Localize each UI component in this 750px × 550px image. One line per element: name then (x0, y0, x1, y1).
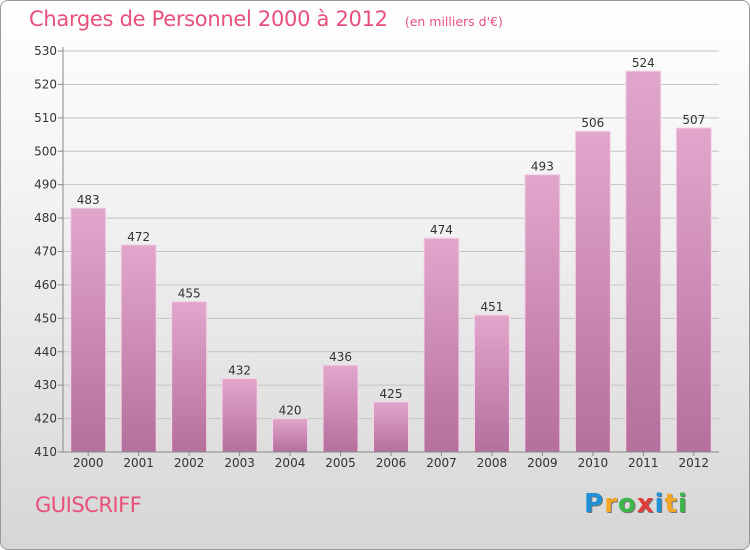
bar-value-label: 474 (430, 223, 453, 237)
bar-2009 (524, 174, 561, 453)
bar-value-label: 524 (632, 56, 655, 70)
y-tick-label: 480 (34, 211, 57, 225)
bar-2004 (272, 418, 309, 453)
x-tick-label: 2004 (275, 456, 306, 470)
x-tick-label: 2007 (426, 456, 457, 470)
x-tick-label: 2010 (578, 456, 609, 470)
chart-title: Charges de Personnel 2000 à 2012 (29, 7, 388, 31)
chart-subtitle: (en milliers d'€) (404, 14, 503, 29)
bar-2011 (625, 70, 662, 453)
bar-value-label: 506 (581, 116, 604, 130)
proxiti-logo: Proxiti (584, 489, 688, 519)
y-tick-label: 410 (34, 445, 57, 459)
x-tick-label: 2000 (73, 456, 104, 470)
bar-value-label: 493 (531, 160, 554, 174)
logo-letter: t (664, 489, 678, 519)
logo-letter: i (677, 489, 688, 519)
y-tick-label: 430 (34, 378, 57, 392)
bar-2008 (473, 314, 510, 453)
bar-2001 (120, 244, 157, 453)
bar-value-label: 432 (228, 363, 251, 377)
bar-2007 (423, 237, 460, 453)
x-tick-label: 2011 (628, 456, 659, 470)
bar-2000 (70, 207, 107, 453)
y-tick-label: 460 (34, 278, 57, 292)
x-tick-label: 2008 (477, 456, 508, 470)
bar-2002 (171, 301, 208, 453)
bar-value-label: 507 (682, 113, 705, 127)
bar-value-label: 436 (329, 350, 352, 364)
commune-name: GUISCRIFF (35, 493, 142, 517)
bar-2012 (675, 127, 712, 453)
logo-letter: P (584, 489, 605, 519)
y-tick-label: 520 (34, 77, 57, 91)
y-tick-label: 470 (34, 245, 57, 259)
x-tick-label: 2012 (678, 456, 709, 470)
chart-header: Charges de Personnel 2000 à 2012 (en mil… (29, 7, 503, 31)
y-tick-label: 530 (34, 44, 57, 58)
bar-2010 (574, 130, 611, 453)
x-tick-label: 2006 (376, 456, 407, 470)
bar-2005 (322, 364, 359, 453)
x-tick-label: 2001 (123, 456, 154, 470)
y-tick-label: 510 (34, 111, 57, 125)
logo-letter: i (654, 489, 665, 519)
x-tick-label: 2002 (174, 456, 205, 470)
x-tick-label: 2005 (325, 456, 356, 470)
y-tick-label: 500 (34, 144, 57, 158)
logo-letter: o (617, 489, 637, 519)
bar-2003 (221, 377, 258, 453)
y-tick-label: 440 (34, 345, 57, 359)
bar-value-label: 420 (279, 404, 302, 418)
y-tick-label: 420 (34, 412, 57, 426)
y-tick-label: 490 (34, 178, 57, 192)
bar-value-label: 425 (380, 387, 403, 401)
bar-value-label: 455 (178, 287, 201, 301)
y-tick-label: 450 (34, 311, 57, 325)
bar-2006 (373, 401, 409, 453)
bar-value-label: 483 (77, 193, 100, 207)
logo-letter: x (636, 489, 655, 519)
logo-letter: r (604, 489, 618, 519)
x-tick-label: 2009 (527, 456, 558, 470)
x-tick-label: 2003 (224, 456, 255, 470)
bar-value-label: 472 (127, 230, 150, 244)
bar-value-label: 451 (480, 300, 503, 314)
